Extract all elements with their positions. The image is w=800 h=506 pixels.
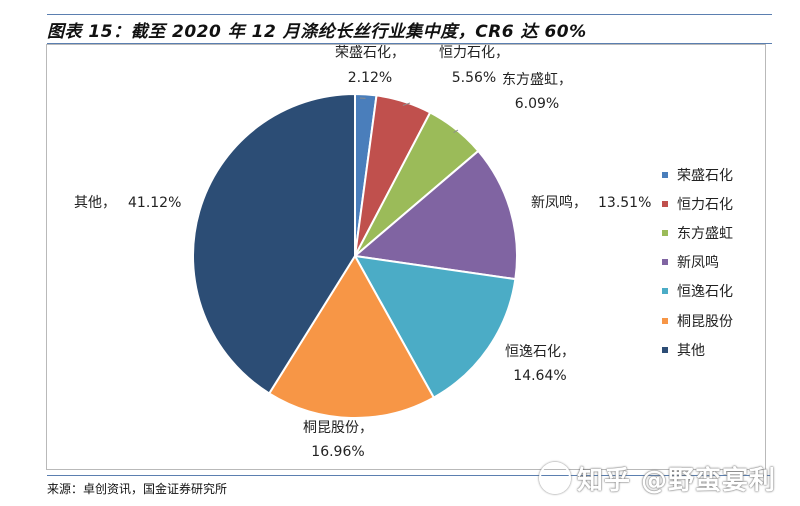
legend-swatch xyxy=(662,288,668,295)
source-note: 来源：卓创资讯，国金证券研究所 xyxy=(47,482,228,496)
leader-line-3 xyxy=(453,129,459,133)
legend-label: 其他 xyxy=(677,342,705,359)
slice-name-label-7: 其他， xyxy=(74,195,116,211)
slice-name-label-6: 桐昆股份， xyxy=(303,420,373,436)
pie-slice-6 xyxy=(267,254,436,419)
bottom-rule xyxy=(47,475,772,476)
legend-item-2: 恒力石化 xyxy=(662,189,772,218)
chart-title: 图表 15：截至 2020 年 12 月涤纶长丝行业集中度，CR6 达 60% xyxy=(47,22,587,42)
slice-name-label-3: 东方盛虹， xyxy=(502,72,572,88)
slice-name-label-4: 新凤鸣， xyxy=(531,194,587,211)
slice-name-label-2: 恒力石化， xyxy=(439,45,509,61)
legend-swatch xyxy=(662,317,668,324)
legend: 荣盛石化恒力石化东方盛虹新凤鸣恒逸石化桐昆股份其他 xyxy=(662,160,772,364)
slice-value-label-3: 6.09% xyxy=(515,96,559,112)
legend-label: 恒逸石化 xyxy=(677,284,733,301)
leader-line-2 xyxy=(402,102,411,106)
legend-item-1: 荣盛石化 xyxy=(662,160,772,189)
legend-label: 东方盛虹 xyxy=(677,225,733,242)
slice-value-label-6: 16.96% xyxy=(311,444,364,460)
title-rule xyxy=(47,43,772,44)
slice-labels: 荣盛石化， 2.12% 恒力石化， 5.56% 东方盛虹， 6.09% 新凤鸣， 13.51%… xyxy=(74,45,651,460)
legend-swatch xyxy=(662,259,668,266)
legend-swatch xyxy=(662,346,668,353)
slice-value-label-1: 2.12% xyxy=(348,70,392,86)
watermark-text: 知乎 @野蛮宴利 xyxy=(576,466,776,496)
slice-name-label-5: 恒逸石化， xyxy=(505,344,575,360)
pie-slice-4 xyxy=(352,149,518,281)
legend-item-5: 恒逸石化 xyxy=(662,277,772,306)
pie-slice-7 xyxy=(192,92,356,395)
watermark: 知乎 @野蛮宴利 xyxy=(538,460,776,497)
slice-value-label-5: 14.64% xyxy=(513,368,566,384)
legend-item-6: 桐昆股份 xyxy=(662,306,772,335)
zhihu-logo-icon xyxy=(538,462,571,494)
legend-item-4: 新凤鸣 xyxy=(662,248,772,277)
legend-item-7: 其他 xyxy=(662,335,772,364)
legend-label: 荣盛石化 xyxy=(677,167,733,184)
legend-label: 恒力石化 xyxy=(677,196,733,213)
legend-label: 桐昆股份 xyxy=(677,313,733,330)
legend-label: 新凤鸣 xyxy=(677,255,719,272)
leader-lines xyxy=(359,97,459,133)
top-rule xyxy=(47,14,772,15)
slice-value-label-4: 13.51% xyxy=(598,195,651,211)
legend-swatch xyxy=(662,200,668,207)
pie-slices xyxy=(192,92,518,419)
pie-slice-5 xyxy=(353,254,517,399)
legend-item-3: 东方盛虹 xyxy=(662,218,772,247)
slice-value-label-2: 5.56% xyxy=(452,70,496,86)
slice-name-label-1: 荣盛石化， xyxy=(335,45,405,61)
legend-swatch xyxy=(662,171,668,178)
slice-value-label-7: 41.12% xyxy=(128,195,181,211)
legend-swatch xyxy=(662,229,668,236)
